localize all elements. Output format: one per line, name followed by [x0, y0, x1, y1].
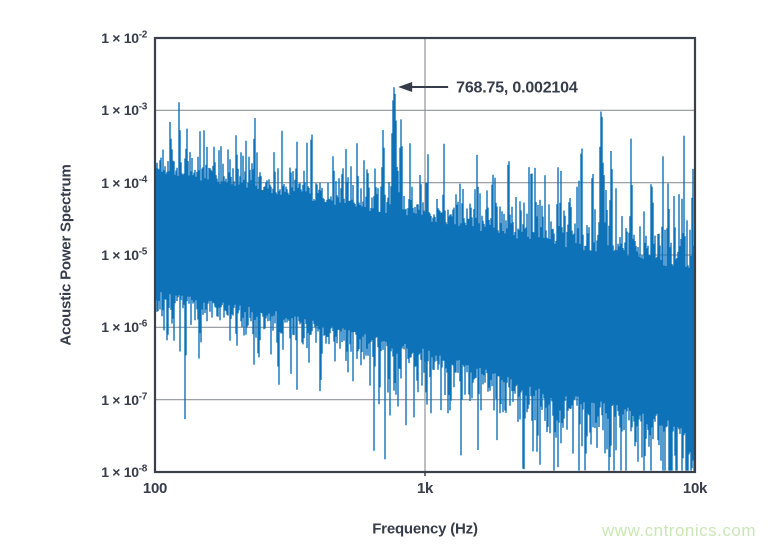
x-tick-label: 100	[142, 480, 168, 497]
y-tick-label: 1 × 10-5	[101, 246, 148, 263]
y-tick-exponent: -8	[138, 463, 148, 475]
x-tick-label: 10k	[682, 480, 708, 497]
peak-annotation: 768.75, 0.002104	[398, 79, 578, 96]
watermark: www.cntronics.com	[602, 521, 756, 540]
spectrum-series	[155, 87, 695, 471]
y-tick-exponent: -5	[138, 246, 148, 258]
y-tick-label: 1 × 10-3	[101, 101, 148, 119]
y-axis-title: Acoustic Power Spectrum	[57, 164, 75, 346]
y-tick-exponent: -6	[138, 318, 148, 330]
annotation-label: 768.75, 0.002104	[456, 79, 578, 96]
y-tick-label: 1 × 10-2	[101, 29, 148, 46]
annotation-arrowhead-icon	[398, 81, 413, 92]
y-tick-label: 1 × 10-8	[101, 463, 148, 480]
y-tick-label: 1 × 10-7	[101, 391, 148, 408]
y-tick-exponent: -3	[138, 101, 148, 113]
y-tick-exponent: -2	[138, 29, 148, 41]
y-tick-exponent: -7	[138, 391, 148, 402]
y-tick-exponent: -4	[138, 174, 148, 185]
x-tick-label: 1k	[416, 480, 434, 497]
spectrum-line	[155, 87, 695, 471]
x-axis-title: Frequency (Hz)	[372, 520, 478, 538]
y-tick-label: 1 × 10-4	[101, 174, 148, 191]
y-tick-label: 1 × 10-6	[101, 318, 148, 336]
